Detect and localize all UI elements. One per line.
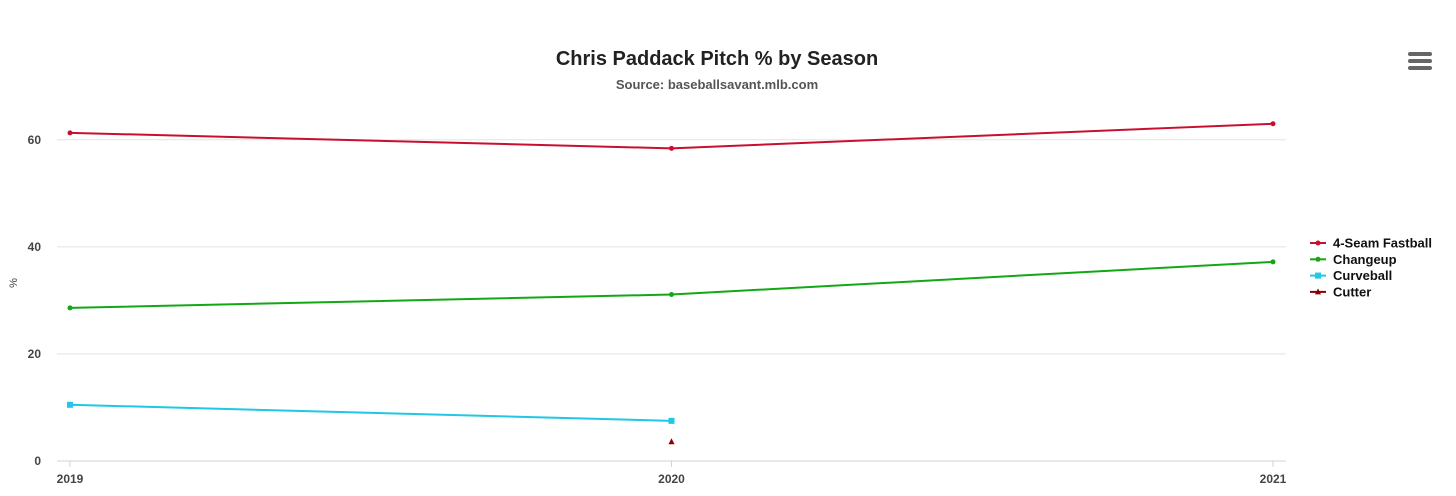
data-point[interactable] <box>668 417 675 424</box>
chart-subtitle: Source: baseballsavant.mlb.com <box>616 77 818 92</box>
series-layer <box>67 121 1276 445</box>
legend-marker[interactable] <box>1315 240 1321 246</box>
data-point[interactable] <box>67 401 73 408</box>
legend-marker[interactable] <box>1315 288 1321 295</box>
legend-marker[interactable] <box>1315 256 1321 262</box>
series-changeup <box>67 259 1276 311</box>
chart-title: Chris Paddack Pitch % by Season <box>556 48 878 70</box>
data-point[interactable] <box>67 305 73 311</box>
gridlines <box>57 139 1286 355</box>
x-tick-label: 2021 <box>1260 472 1287 486</box>
series-line <box>69 403 672 422</box>
data-point[interactable] <box>669 145 674 151</box>
legend-marker[interactable] <box>1315 272 1321 279</box>
data-point[interactable] <box>67 130 73 136</box>
menu-bar <box>1408 66 1432 70</box>
series-4-seam-fastball <box>67 121 1276 151</box>
y-tick-label: 0 <box>34 454 41 468</box>
data-point[interactable] <box>668 438 675 445</box>
axes: 0 20 40 60 2019 2020 2021 <box>28 133 1287 486</box>
y-tick-label: 60 <box>28 133 42 147</box>
series-cutter <box>668 438 675 445</box>
menu-bar <box>1408 59 1432 63</box>
legend-item[interactable]: Changeup <box>1310 252 1397 267</box>
legend-label: 4-Seam Fastball <box>1333 236 1432 251</box>
series-line <box>69 122 1274 150</box>
hamburger-menu-icon[interactable] <box>1406 50 1434 74</box>
data-point[interactable] <box>1270 259 1276 265</box>
legend-label: Curveball <box>1333 268 1392 283</box>
legend-label: Changeup <box>1333 252 1397 267</box>
legend-item[interactable]: 4-Seam Fastball <box>1310 236 1432 251</box>
data-point[interactable] <box>669 292 674 298</box>
series-curveball <box>67 401 675 424</box>
x-tick-label: 2019 <box>57 472 84 486</box>
legend-label: Cutter <box>1333 284 1371 299</box>
legend-item[interactable]: Cutter <box>1310 284 1371 299</box>
menu-bar <box>1408 52 1432 56</box>
y-axis-label: % <box>8 278 20 288</box>
y-tick-label: 40 <box>28 240 42 254</box>
legend-item[interactable]: Curveball <box>1310 268 1392 283</box>
data-point[interactable] <box>1270 121 1276 127</box>
x-tick-label: 2020 <box>658 472 685 486</box>
series-line <box>69 260 1274 309</box>
y-tick-label: 20 <box>28 347 42 361</box>
